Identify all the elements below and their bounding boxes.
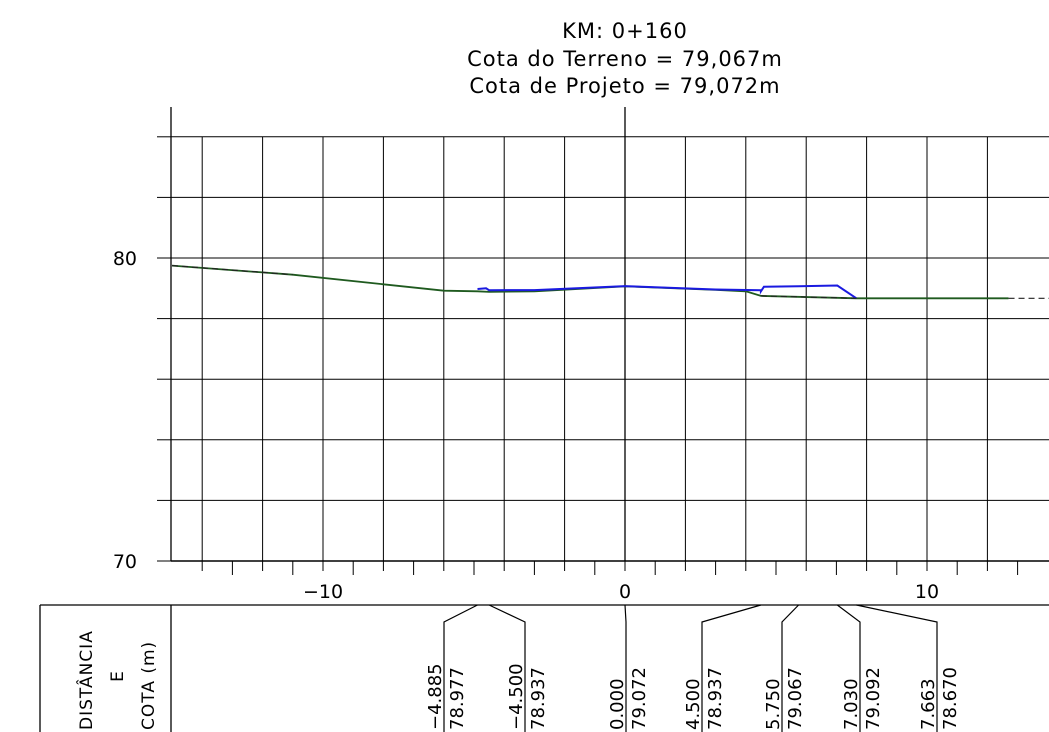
station-elevation: 78.937: [705, 667, 726, 730]
station-distance: 5.750: [763, 678, 784, 730]
station-leader: [443, 604, 478, 732]
x-axis: −10 0 10: [303, 581, 939, 603]
station-distance: 7.663: [918, 678, 939, 730]
station-distance: 4.500: [683, 678, 704, 730]
station-column: 7.030 79.092: [836, 604, 884, 732]
station-column: 7.663 78.670: [856, 604, 961, 732]
station-distance: −4.885: [425, 663, 446, 730]
station-column: −4.885 78.977: [425, 604, 478, 732]
station-column: 5.750 79.067: [763, 604, 806, 732]
station-column: 0.000 79.072: [607, 604, 650, 732]
station-leader: [488, 604, 526, 732]
grid: [157, 107, 1049, 575]
station-leader: [624, 604, 627, 732]
y-axis: 80 70: [113, 248, 137, 573]
km-label: KM: 0+160: [562, 19, 688, 43]
x-tick-label: 0: [619, 581, 631, 603]
y-tick-label: 80: [113, 248, 137, 270]
station-elevation: 79.067: [785, 667, 806, 730]
side-label-distance: DISTÂNCIA: [75, 630, 97, 730]
station-elevation: 78.937: [528, 667, 549, 730]
station-table: DISTÂNCIA E COTA (m) −4.885 78.977 −4.500 7…: [39, 604, 1049, 732]
station-distance: −4.500: [506, 663, 527, 730]
profile-lines: [171, 264, 1049, 300]
station-leader: [856, 604, 938, 732]
x-tick-label: −10: [303, 581, 343, 603]
station-column: 4.500 78.937: [683, 604, 762, 732]
station-leader: [781, 604, 800, 732]
project-elevation-label: Cota de Projeto = 79,072m: [469, 74, 780, 98]
side-label-e: E: [108, 670, 128, 682]
x-tick-label: 10: [915, 581, 939, 603]
terrain-line: [171, 264, 1009, 300]
station-labels: −4.885 78.977 −4.500 78.937 0.000 79.072 4.500…: [425, 604, 961, 732]
project-line: [477, 284, 857, 300]
side-label-cota: COTA (m): [139, 641, 159, 730]
station-elevation: 79.092: [863, 667, 884, 730]
y-tick-label: 70: [113, 551, 137, 573]
station-leader: [701, 604, 762, 732]
terrain-extension-left: [171, 264, 293, 276]
terrain-elevation-label: Cota do Terreno = 79,067m: [467, 47, 783, 71]
station-distance: 7.030: [841, 678, 862, 730]
station-distance: 0.000: [607, 678, 628, 730]
station-elevation: 79.072: [629, 667, 650, 730]
station-leader: [836, 604, 861, 732]
station-elevation: 78.670: [940, 667, 961, 730]
terrain-dashed-under: [760, 295, 857, 299]
station-column: −4.500 78.937: [488, 604, 549, 732]
station-elevation: 78.977: [447, 667, 468, 730]
